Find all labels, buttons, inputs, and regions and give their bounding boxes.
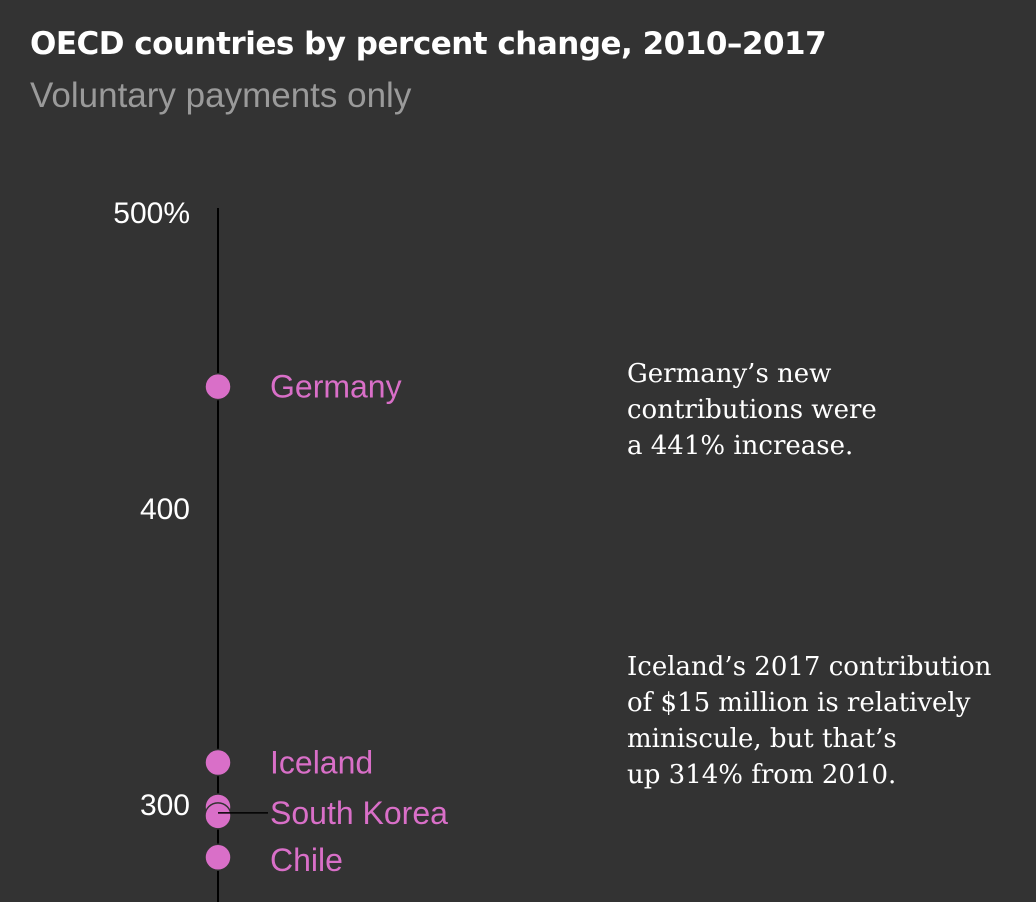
tick-label-500: 500% — [113, 197, 190, 230]
annotation-2: Iceland’s 2017 contribution of $15 milli… — [627, 652, 992, 791]
data-point-chile — [204, 843, 232, 872]
data-point-iceland — [204, 748, 232, 777]
data-point-germany — [204, 372, 232, 401]
country-label-iceland: Iceland — [270, 745, 373, 781]
data-point-south-korea — [204, 802, 232, 830]
annotation-1: Germany’s new contributions were a 441% … — [627, 359, 877, 461]
country-label-germany: Germany — [270, 369, 402, 405]
country-label-south-korea: South Korea — [270, 795, 448, 831]
chart-subtitle: Voluntary payments only — [30, 76, 412, 115]
tick-label-300: 300 — [140, 789, 190, 822]
chart-title: OECD countries by percent change, 2010–2… — [30, 26, 827, 62]
tick-label-400: 400 — [140, 493, 190, 526]
country-label-chile: Chile — [270, 842, 343, 878]
